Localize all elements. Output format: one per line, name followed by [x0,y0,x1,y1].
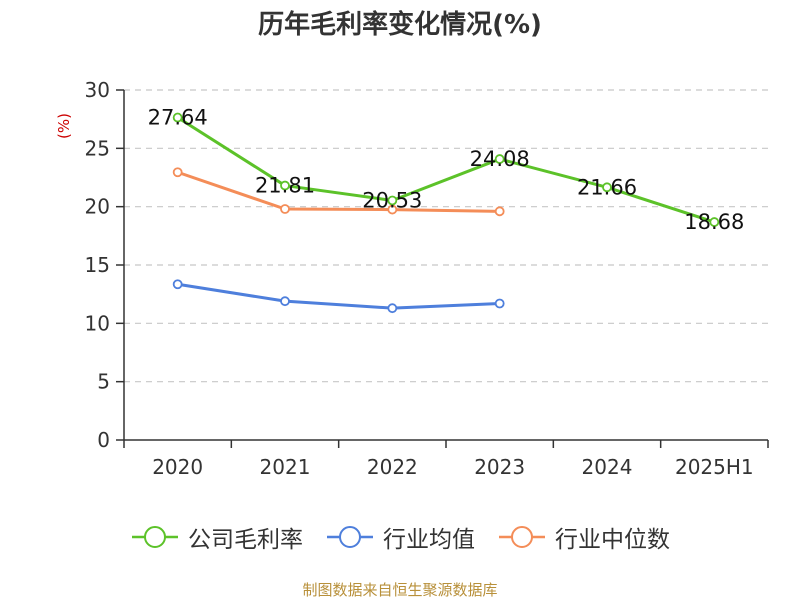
legend-item-company-margin[interactable]: 公司毛利率 [130,520,303,554]
data-label: 20.53 [362,188,422,212]
chart-title: 历年毛利率变化情况(%) [258,10,542,40]
legend-label: 行业中位数 [555,527,670,553]
legend-marker-green [132,526,178,548]
y-tick-label: 15 [85,253,110,277]
legend-marker-blue [327,526,373,548]
data-point [602,182,612,193]
data-point [494,154,505,164]
y-tick-label: 30 [85,78,110,102]
data-label: 24.08 [470,147,530,171]
data-point [387,195,398,206]
y-tick-label: 5 [97,370,110,394]
x-tick-label: 2025H1 [675,455,754,479]
series-line [177,170,500,213]
data-point [280,204,290,214]
series-line [176,116,715,224]
x-tick-label: 2020 [152,455,203,479]
data-point [172,167,183,178]
x-tick-label: 2022 [367,455,418,479]
x-tick-label: 2021 [260,455,311,479]
data-point [494,206,505,217]
data-label: 21.66 [577,175,637,199]
x-tick-label: 2024 [582,455,633,479]
x-tick-label: 2023 [474,455,525,479]
legend-label: 行业均值 [383,527,475,553]
series-line [177,282,500,310]
data-point [172,112,183,123]
y-tick-label: 0 [97,428,110,452]
legend-marker-orange [499,526,545,548]
chart-legend: 公司毛利率 行业均值 行业中位数 [0,520,800,554]
y-tick-label: 20 [85,195,110,219]
data-point [172,279,183,290]
y-tick-label: 25 [85,136,110,160]
data-point [280,180,290,191]
legend-label: 公司毛利率 [188,527,303,553]
data-label: 27.64 [148,106,208,130]
data-point [709,217,720,227]
data-point [387,204,398,215]
data-point [387,303,398,314]
data-point [494,298,505,309]
data-label: 18.68 [684,210,744,234]
data-point [280,296,290,307]
legend-item-industry-median[interactable]: 行业中位数 [497,520,670,554]
y-axis-label: (%) [55,113,73,139]
source-footer: 制图数据来自恒生聚源数据库 [302,581,498,599]
data-label: 21.81 [255,174,315,198]
legend-item-industry-mean[interactable]: 行业均值 [325,520,475,554]
y-tick-label: 10 [85,311,110,335]
